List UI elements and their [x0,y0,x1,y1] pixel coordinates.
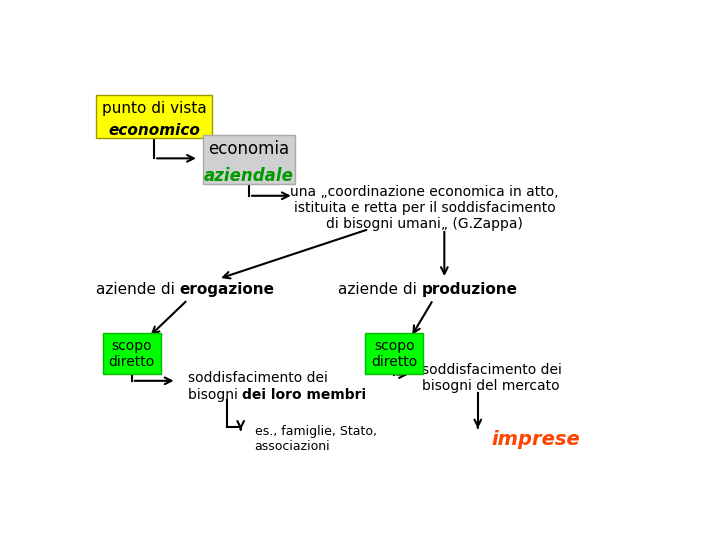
Text: economia: economia [209,140,289,179]
Text: es., famiglie, Stato,
associazioni: es., famiglie, Stato, associazioni [255,425,377,453]
Text: erogazione: erogazione [179,282,274,297]
Text: soddisfacimento dei: soddisfacimento dei [188,371,328,385]
Text: aziende di: aziende di [338,282,422,297]
Text: aziende di: aziende di [96,282,179,297]
Text: aziendale: aziendale [204,167,294,185]
Text: scopo
diretto: scopo diretto [109,339,155,369]
Text: una „coordinazione economica in atto,
istituita e retta per il soddisfacimento
d: una „coordinazione economica in atto, is… [290,185,559,232]
Text: dei loro membri: dei loro membri [242,388,366,402]
Text: bisogni del mercato: bisogni del mercato [422,379,559,393]
Text: economico: economico [108,123,200,138]
Text: soddisfacimento dei: soddisfacimento dei [422,362,562,376]
Text: scopo
diretto: scopo diretto [371,339,417,369]
Text: produzione: produzione [422,282,518,297]
Text: imprese: imprese [492,429,580,449]
Text: punto di vista: punto di vista [102,100,207,133]
Text: bisogni: bisogni [188,388,242,402]
